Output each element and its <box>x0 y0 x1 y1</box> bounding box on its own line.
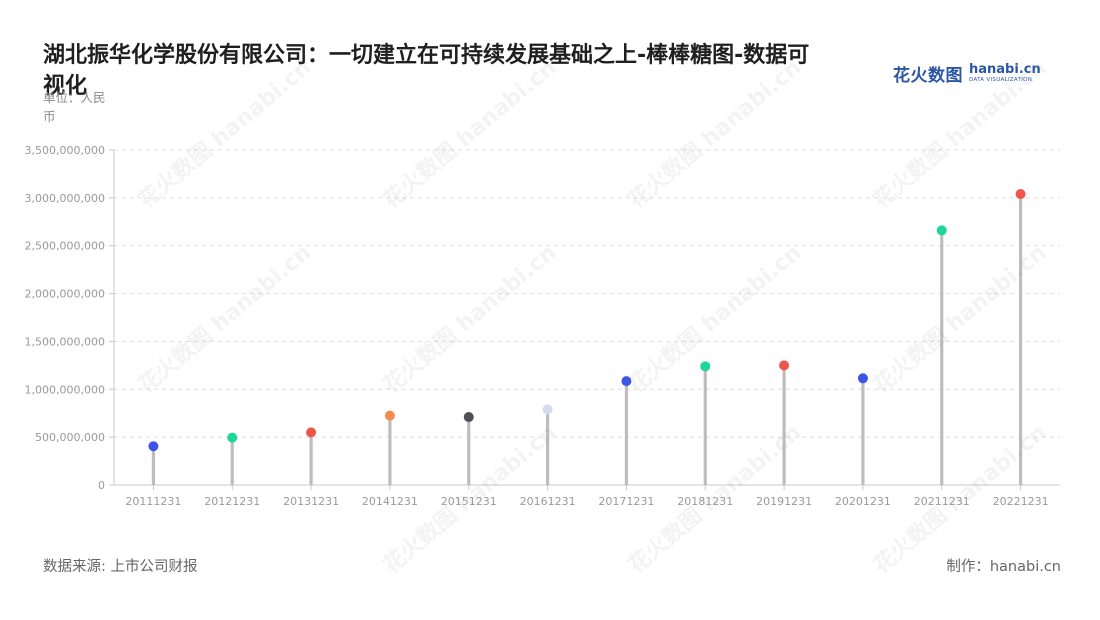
logo-text-en-sub: DATA VISUALIZATION <box>969 76 1033 83</box>
lollipop-dot <box>384 410 395 421</box>
lollipop-dot <box>227 432 238 443</box>
y-tick-label: 1,500,000,000 <box>25 335 105 348</box>
lollipop-dot <box>148 441 159 452</box>
lollipop-dot <box>621 376 632 387</box>
lollipop-dot <box>306 427 317 438</box>
lollipop-dot <box>463 412 474 423</box>
lollipop-dot <box>857 373 868 384</box>
x-tick-label: 20171231 <box>598 495 654 508</box>
y-tick-label: 500,000,000 <box>35 431 105 444</box>
x-tick-label: 20111231 <box>125 495 181 508</box>
x-tick-label: 20181231 <box>677 495 733 508</box>
logo-text-cn: 花火数图 <box>893 65 963 86</box>
x-tick-label: 20151231 <box>441 495 497 508</box>
brand-logo: 花火数图 hanabi.cn DATA VISUALIZATION <box>893 60 1041 86</box>
y-tick-label: 2,500,000,000 <box>25 240 105 253</box>
logo-text-en-block: hanabi.cn DATA VISUALIZATION <box>969 63 1041 84</box>
data-source: 数据来源: 上市公司财报 <box>43 559 198 575</box>
lollipop-dot <box>779 360 790 371</box>
y-tick-label: 3,500,000,000 <box>25 144 105 157</box>
x-tick-label: 20141231 <box>362 495 418 508</box>
y-tick-label: 3,000,000,000 <box>25 192 105 205</box>
logo-text-en: hanabi.cn <box>969 61 1041 77</box>
y-tick-label: 1,000,000,000 <box>25 383 105 396</box>
lollipop-dot <box>1015 189 1026 200</box>
x-tick-label: 20131231 <box>283 495 339 508</box>
x-tick-label: 20161231 <box>520 495 576 508</box>
unit-label: 单位：人民币 <box>43 90 106 124</box>
credit: 制作：hanabi.cn <box>946 559 1061 575</box>
x-tick-label: 20221231 <box>993 495 1049 508</box>
x-tick-label: 20211231 <box>914 495 970 508</box>
lollipop-dot <box>542 404 553 415</box>
lollipop-dot <box>936 225 947 236</box>
x-tick-label: 20121231 <box>204 495 260 508</box>
lollipop-dot <box>700 361 711 372</box>
x-tick-label: 20201231 <box>835 495 891 508</box>
y-tick-label: 0 <box>98 479 105 492</box>
chart-title: 湖北振华化学股份有限公司：一切建立在可持续发展基础之上-棒棒糖图-数据可视化 <box>43 43 810 99</box>
x-tick-label: 20191231 <box>756 495 812 508</box>
y-tick-label: 2,000,000,000 <box>25 288 105 301</box>
